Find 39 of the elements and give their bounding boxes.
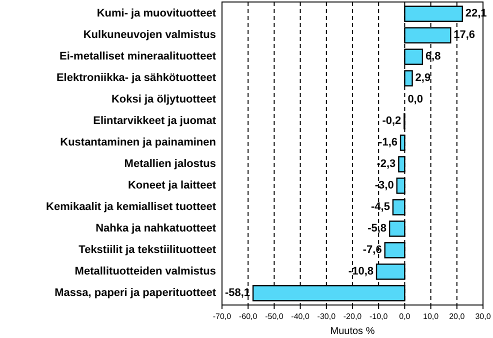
x-tick-label: 30,0 xyxy=(475,312,492,321)
x-tick-label: -10,0 xyxy=(369,312,388,321)
x-tick-label: -60,0 xyxy=(238,312,258,321)
y-tick-label: Kustantaminen ja painaminen xyxy=(60,136,216,149)
y-tick-label: Kumi- ja muovituotteet xyxy=(96,8,216,20)
y-tick-label: Kulkuneuvojen valmistus xyxy=(83,29,216,42)
y-tick-label: Metallituotteiden valmistus xyxy=(74,266,216,278)
y-tick-label: Elektroniikka- ja sähkötuotteet xyxy=(56,72,216,84)
x-axis-title: Muutos % xyxy=(330,326,375,337)
data-label: -58,1 xyxy=(224,287,250,300)
x-tick-label: 10,0 xyxy=(423,312,440,321)
y-tick-label: Kemikaalit ja kemialliset tuotteet xyxy=(46,201,216,214)
data-label: -7,6 xyxy=(362,244,382,256)
y-tick-label: Nahka ja nahkatuotteet xyxy=(96,222,216,235)
y-tick-label: Elintarvikkeet ja juomat xyxy=(93,115,216,128)
x-tick-label: -50,0 xyxy=(265,312,284,321)
y-tick-label: Massa, paperi ja paperituotteet xyxy=(54,287,216,300)
y-tick-label: Tekstiilit ja tekstiilituotteet xyxy=(78,244,216,256)
data-label: -3,0 xyxy=(374,180,394,192)
data-label: 17,6 xyxy=(454,29,476,42)
x-tick-label: -70,0 xyxy=(212,312,232,321)
data-label: 6,8 xyxy=(425,50,441,63)
x-tick-label: -20,0 xyxy=(343,312,362,321)
data-label: -0,2 xyxy=(382,115,402,128)
x-tick-label: 0,0 xyxy=(399,312,411,321)
data-label: 2,9 xyxy=(415,72,431,84)
x-tick-label: -30,0 xyxy=(317,312,336,321)
y-tick-label: Koksi ja öljytuotteet xyxy=(111,94,216,106)
x-tick-label: 20,0 xyxy=(449,312,466,321)
data-label: -5,8 xyxy=(368,222,387,235)
y-tick-label: Metallien jalostus xyxy=(124,158,216,170)
data-label: -4,5 xyxy=(370,201,390,214)
data-label: 0,0 xyxy=(408,94,423,106)
y-tick-label: Ei-metalliset mineraalituotteet xyxy=(60,50,216,63)
data-label: -1,6 xyxy=(378,136,398,149)
data-label: -2,3 xyxy=(376,158,396,170)
data-label: -10,8 xyxy=(348,266,374,278)
x-tick-label: -40,0 xyxy=(291,312,310,321)
y-tick-label: Koneet ja laitteet xyxy=(128,180,216,192)
